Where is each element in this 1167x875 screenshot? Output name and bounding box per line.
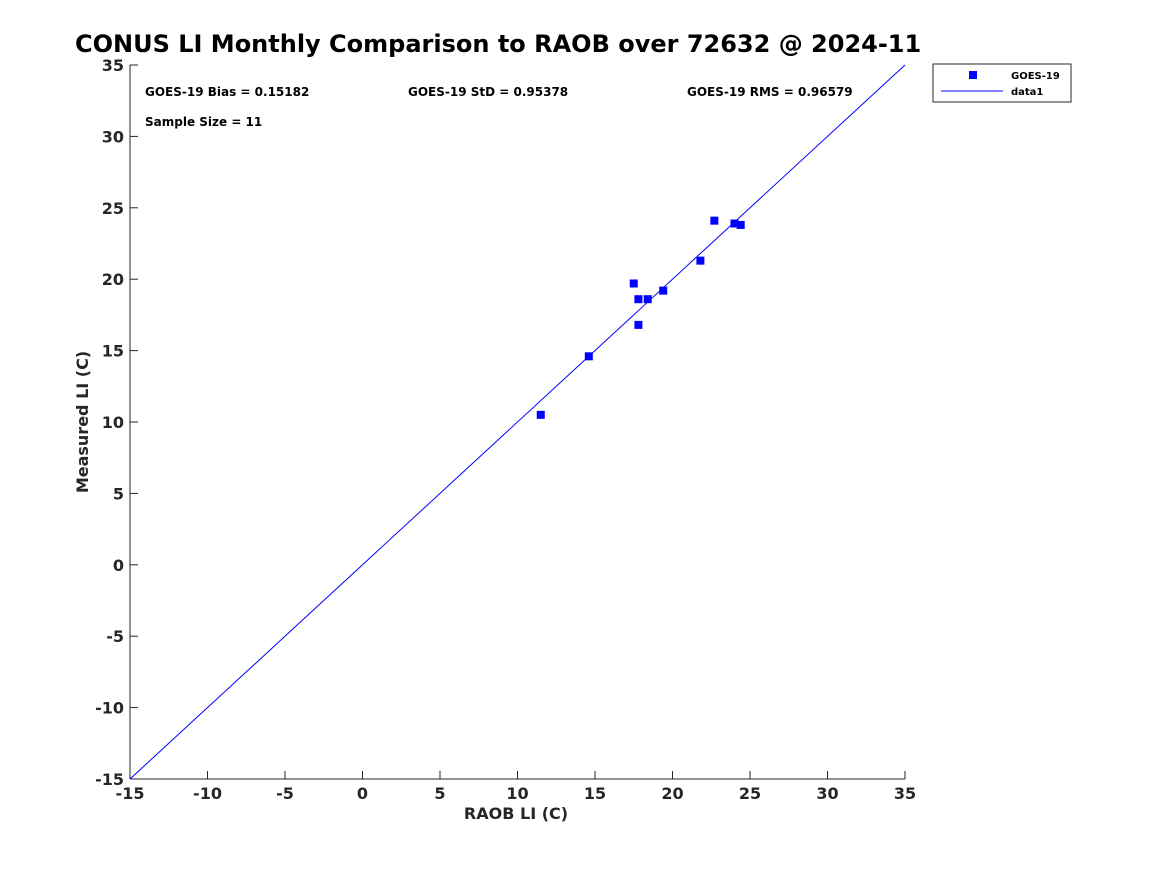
legend-marker-goes19 <box>969 71 977 79</box>
data-point-goes19 <box>643 295 652 304</box>
x-tick-label: 0 <box>357 784 368 803</box>
data-point-goes19 <box>710 216 719 225</box>
x-tick-label: -5 <box>276 784 294 803</box>
y-tick-label: 30 <box>102 127 124 146</box>
y-ticks: 35 30 25 20 15 10 5 0 -5 -10 -15 <box>95 56 138 789</box>
y-tick-label: 25 <box>102 199 124 218</box>
bias-annotation: GOES-19 Bias = 0.15182 <box>145 85 309 99</box>
y-tick-label: -10 <box>95 699 124 718</box>
sample-size-annotation: Sample Size = 11 <box>145 115 262 129</box>
x-tick-label: 15 <box>584 784 606 803</box>
y-tick-label: 0 <box>113 556 124 575</box>
data-point-goes19 <box>634 320 643 329</box>
x-tick-label: 5 <box>434 784 445 803</box>
chart-title: CONUS LI Monthly Comparison to RAOB over… <box>75 30 921 58</box>
reference-line-data1 <box>129 64 906 780</box>
x-ticks: -15 -10 -5 0 5 10 15 20 25 30 35 <box>116 771 916 803</box>
data-point-goes19 <box>584 352 593 361</box>
x-tick-label: -15 <box>116 784 145 803</box>
x-tick-label: 35 <box>894 784 916 803</box>
std-annotation: GOES-19 StD = 0.95378 <box>408 85 568 99</box>
data-point-goes19 <box>730 219 739 228</box>
y-tick-label: -15 <box>95 770 124 789</box>
x-tick-label: 25 <box>739 784 761 803</box>
y-tick-label: 35 <box>102 56 124 75</box>
legend: GOES-19 data1 <box>932 63 1072 103</box>
y-tick-label: 20 <box>102 270 124 289</box>
y-tick-label: 5 <box>113 484 124 503</box>
x-axis-label: RAOB LI (C) <box>464 804 568 823</box>
x-tick-label: 10 <box>506 784 528 803</box>
data-point-goes19 <box>634 295 643 304</box>
y-axis-label: Measured LI (C) <box>73 351 92 493</box>
data-point-goes19 <box>696 256 705 265</box>
legend-label-goes19: GOES-19 <box>1011 71 1060 82</box>
data-point-goes19 <box>629 279 638 288</box>
data-points <box>536 216 745 419</box>
legend-label-data1: data1 <box>1011 87 1043 98</box>
x-tick-label: 20 <box>661 784 683 803</box>
rms-annotation: GOES-19 RMS = 0.96579 <box>687 85 853 99</box>
y-tick-label: -5 <box>106 627 124 646</box>
x-tick-label: 30 <box>816 784 838 803</box>
x-tick-label: -10 <box>193 784 222 803</box>
reference-line-group <box>129 64 906 780</box>
legend-box <box>932 63 1072 103</box>
y-tick-label: 15 <box>102 342 124 361</box>
data-point-goes19 <box>736 220 745 229</box>
data-point-goes19 <box>536 410 545 419</box>
data-point-goes19 <box>659 286 668 295</box>
y-tick-label: 10 <box>102 413 124 432</box>
